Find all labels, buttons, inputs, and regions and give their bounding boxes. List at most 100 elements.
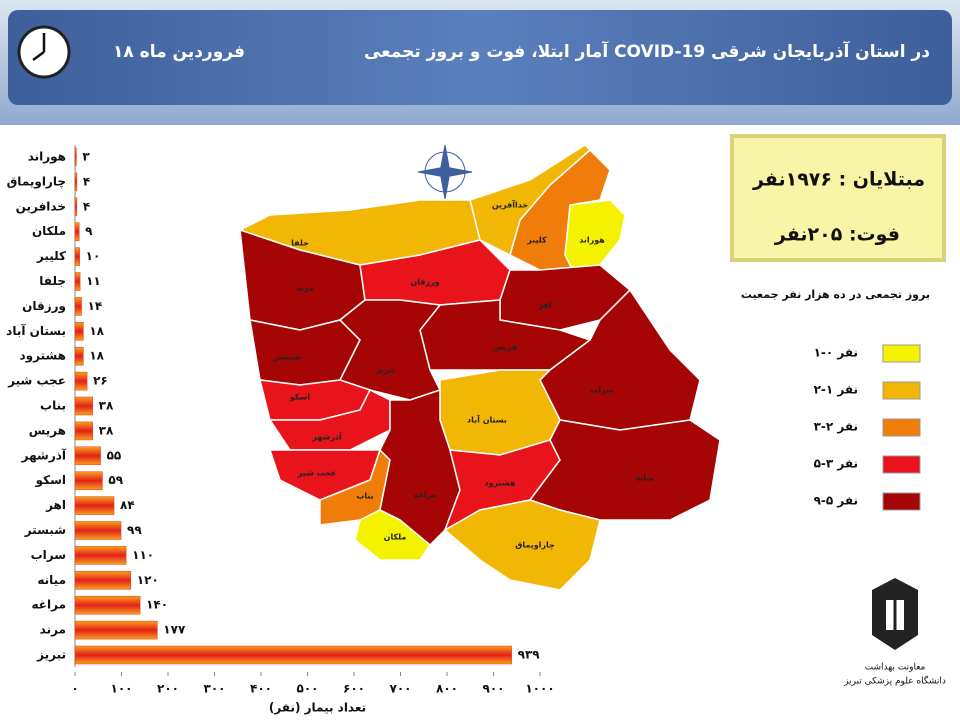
x-tick-label: ۶۰۰ xyxy=(343,682,365,696)
bar-chart: هوراند ۳ چاراویماق ۴ خدافرین ۴ ملکان ۹ کلیبر ۱۰ جل… xyxy=(6,145,555,715)
bar xyxy=(74,222,80,241)
region-label: کلیبر xyxy=(526,236,547,245)
region-label: عجب شیر xyxy=(297,469,337,478)
region-label: هوراند xyxy=(579,236,605,245)
value-label: ۸۴ xyxy=(120,498,135,512)
value-label: ۳۸ xyxy=(99,399,114,413)
category-label: عجب شیر xyxy=(7,374,66,388)
category-label: ملکان xyxy=(32,224,66,238)
value-label: ۱۴ xyxy=(88,299,103,313)
logo: معاونت بهداشت دانشگاه علوم پزشکی تبریز xyxy=(843,578,946,687)
region xyxy=(528,419,721,521)
bar xyxy=(74,546,127,565)
bar xyxy=(74,620,158,640)
x-tick-label: ۵۰۰ xyxy=(297,682,319,696)
x-axis-title: تعداد بیمار (نفر) xyxy=(269,701,366,715)
category-label: آذرشهر xyxy=(21,447,67,462)
logo-line2: دانشگاه علوم پزشکی تبریز xyxy=(843,675,946,687)
legend-label: ۵-۳ نفر xyxy=(814,457,858,471)
bar xyxy=(74,645,512,665)
region xyxy=(338,299,442,401)
x-tick-label: ۸۰۰ xyxy=(436,682,458,696)
header-panel xyxy=(8,10,952,105)
region xyxy=(354,509,431,561)
region xyxy=(443,499,601,591)
legend-swatch xyxy=(882,381,921,400)
region xyxy=(469,144,592,257)
value-label: ۳۸ xyxy=(99,423,114,437)
value-label: ۹۳۹ xyxy=(518,648,541,662)
legend-label: ۲-۱ نفر xyxy=(814,383,858,397)
category-label: اسکو xyxy=(35,473,66,488)
category-label: شبستر xyxy=(24,523,66,537)
legend-label: ۳-۲ نفر xyxy=(814,420,858,434)
category-label: اهر xyxy=(45,498,66,512)
category-label: بستان آباد xyxy=(6,323,66,338)
category-label: خدافرین xyxy=(16,199,66,213)
x-tick-label: ۱۰۰ xyxy=(111,682,133,696)
bar xyxy=(74,247,80,266)
value-label: ۴ xyxy=(83,174,90,188)
bar xyxy=(74,322,84,341)
region-label: شبستر xyxy=(272,353,301,362)
value-label: ۵۹ xyxy=(108,473,123,487)
date: ۱۸ فروردین ماه xyxy=(113,42,245,62)
value-label: ۱۸ xyxy=(89,324,104,338)
bar xyxy=(74,147,77,167)
bar xyxy=(74,346,84,366)
legend-label: ۹-۵ نفر xyxy=(814,494,858,508)
region-label: هشترود xyxy=(484,479,515,488)
region-label: آذرشهر xyxy=(311,432,342,442)
legend-swatch xyxy=(882,344,921,363)
value-label: ۵۵ xyxy=(107,448,122,462)
bar xyxy=(74,297,82,316)
legend-swatch xyxy=(882,455,921,474)
region-label: ورزقان xyxy=(410,278,439,287)
region-label: مراغه xyxy=(414,491,437,500)
category-label: هشترود xyxy=(19,349,66,364)
region-label: جلفا xyxy=(291,239,309,248)
region-label: میانه xyxy=(635,474,654,483)
value-label: ۲۶ xyxy=(93,374,108,388)
category-label: هریس xyxy=(29,423,66,437)
category-label: هوراند xyxy=(28,150,66,165)
category-label: جلفا xyxy=(39,274,66,288)
logo-line1: معاونت بهداشت xyxy=(865,663,926,673)
title: آمار ابتلا، فوت و بروز تجمعی COVID-19 در… xyxy=(364,40,930,62)
region-label: اسکو xyxy=(289,393,311,402)
region-label: ملکان xyxy=(384,533,407,542)
map-title: بروز تجمعی در ده هزار نفر جمعیت xyxy=(741,288,930,301)
region-label: بناب xyxy=(356,492,373,501)
x-tick-label: ۳۰۰ xyxy=(204,682,226,696)
bar xyxy=(74,197,78,217)
legend-swatch xyxy=(882,492,921,511)
x-tick-label: ۴۰۰ xyxy=(250,682,272,696)
category-label: بناب xyxy=(40,399,66,413)
compass xyxy=(417,144,473,200)
region-label: اهر xyxy=(537,301,552,310)
value-label: ۳ xyxy=(82,150,90,164)
legend-swatch xyxy=(882,418,921,437)
region-label: خداآفرین xyxy=(492,200,529,210)
category-label: چاراویماق xyxy=(7,174,66,189)
region-label: چاراویماق xyxy=(515,541,555,550)
bar xyxy=(74,496,115,515)
region-label: بستان آباد xyxy=(467,415,507,425)
x-tick-label: ۷۰۰ xyxy=(390,682,412,696)
x-tick-label: ۲۰۰ xyxy=(157,682,179,696)
value-label: ۱۱ xyxy=(86,274,101,288)
value-label: ۱۸ xyxy=(89,349,104,363)
bar xyxy=(74,471,103,490)
category-label: تبریز xyxy=(36,648,66,662)
value-label: ۴ xyxy=(83,199,90,213)
value-label: ۹۹ xyxy=(127,523,142,537)
summary-box xyxy=(730,134,946,262)
x-tick-label: ۱۰۰۰ xyxy=(525,682,554,696)
value-label: ۱۴۰ xyxy=(146,598,168,612)
value-label: ۱۱۰ xyxy=(132,548,154,562)
bar xyxy=(74,272,81,291)
value-label: ۹ xyxy=(85,224,93,238)
deaths: فوت: ۲۰۵نفر xyxy=(774,224,900,246)
